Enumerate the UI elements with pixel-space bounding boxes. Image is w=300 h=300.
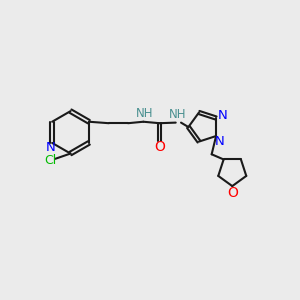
Text: NH: NH [168,108,186,121]
Text: N: N [215,135,224,148]
Text: NH: NH [136,107,154,120]
Text: N: N [46,141,56,154]
Text: N: N [218,109,227,122]
Text: O: O [227,186,238,200]
Text: O: O [154,140,165,154]
Text: Cl: Cl [44,154,56,167]
